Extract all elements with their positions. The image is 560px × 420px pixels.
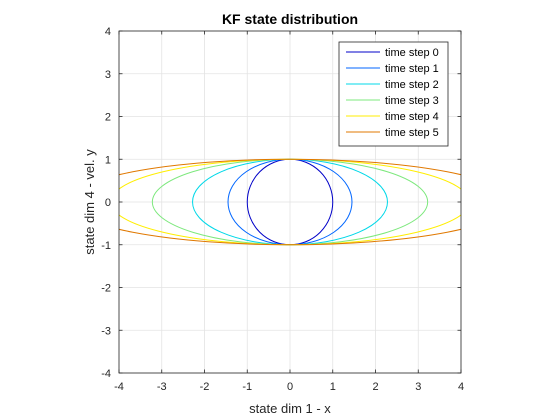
y-tick-label: -1 [101,240,111,252]
y-tick-label: 4 [105,26,111,38]
x-axis-label: state dim 1 - x [249,401,331,416]
x-tick-label: -2 [200,381,210,393]
y-tick-label: 0 [105,197,111,209]
legend-label: time step 5 [385,127,439,139]
series-layer [119,158,461,246]
x-tick-label: -3 [157,381,167,393]
series-ellipse-time-step-5 [119,158,461,246]
y-tick-label: 1 [105,154,111,166]
x-tick-label: 3 [415,381,421,393]
y-tick-label: -2 [101,283,111,295]
y-axis-label: state dim 4 - vel. y [82,149,97,255]
y-tick-label: -3 [101,325,111,337]
y-tick-label: -4 [101,368,111,380]
y-tick-label: 2 [105,112,111,124]
x-tick-label: -1 [242,381,252,393]
legend-label: time step 0 [385,47,439,59]
legend-label: time step 1 [385,63,439,75]
legend-box [338,41,449,147]
tick-labels: -4 -3 -2 -1 0 1 2 3 4 -4 -3 -2 -1 0 1 2 3 4 [101,26,464,393]
legend-label: time step 3 [385,95,439,107]
x-tick-label: 1 [330,381,336,393]
y-tick-label: 3 [105,69,111,81]
chart-title: KF state distribution [222,11,358,27]
x-tick-label: 0 [287,381,293,393]
legend-label: time step 4 [385,111,439,123]
x-tick-label: -4 [114,381,124,393]
x-tick-label: 2 [372,381,378,393]
axis-ticks [118,30,462,374]
x-tick-label: 4 [458,381,464,393]
legend-label: time step 2 [385,79,439,91]
legend: time step 0 time step 1 time step 2 time st… [338,41,449,147]
